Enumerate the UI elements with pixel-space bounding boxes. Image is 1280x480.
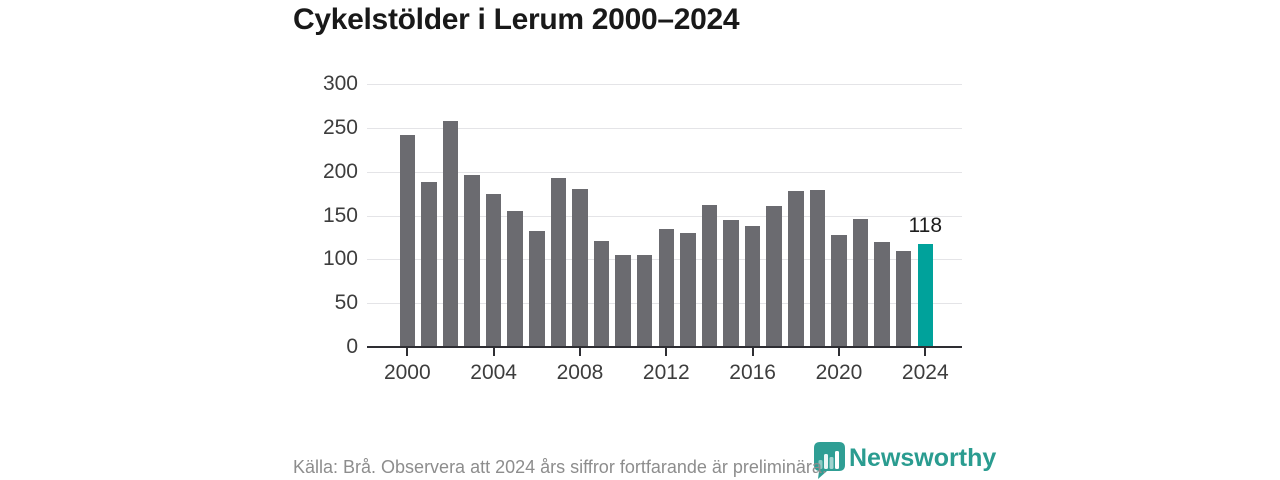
bar-2008 (572, 189, 588, 347)
bar-2021 (852, 219, 869, 347)
x-axis-line (367, 346, 962, 348)
x-axis-tick-2012 (665, 348, 668, 356)
gridline-y-250 (367, 127, 962, 129)
bar-2019 (809, 190, 826, 347)
bar-2004 (485, 193, 502, 347)
x-axis-tick-label: 2020 (815, 361, 863, 384)
y-axis-tick-label: 0 (346, 335, 358, 358)
bar-2011 (636, 254, 653, 347)
bar-2017 (766, 205, 782, 347)
bar-2002 (442, 120, 459, 347)
x-axis-tick-2016 (751, 348, 754, 356)
newsworthy-wordmark: Newsworthy (849, 444, 997, 472)
gridline-y-150 (367, 215, 962, 217)
bar-2024 (917, 243, 934, 347)
x-axis-tick-label: 2008 (556, 361, 604, 384)
bar-2000 (399, 134, 416, 347)
x-axis-tick-label: 2024 (901, 361, 949, 384)
gridline-y-200 (367, 171, 962, 173)
bar-2003 (464, 175, 480, 347)
bar-2023 (895, 251, 912, 347)
x-axis-tick-label: 2000 (383, 361, 431, 384)
bar-2014 (701, 204, 718, 347)
x-axis-tick-2024 (924, 348, 927, 356)
x-axis-tick-2008 (578, 348, 581, 356)
x-axis-tick-2020 (837, 348, 840, 356)
highlight-value-label: 118 (908, 213, 943, 237)
bar-2015 (723, 219, 739, 347)
bar-2022 (874, 241, 890, 347)
bar-2006 (529, 231, 545, 347)
y-axis-tick-label: 300 (322, 72, 358, 95)
bar-2001 (421, 182, 437, 347)
bar-2005 (507, 211, 523, 347)
x-axis-tick-2004 (492, 348, 495, 356)
y-axis-tick-label: 100 (322, 247, 358, 271)
x-axis-tick-2000 (406, 348, 409, 356)
gridline-y-300 (367, 84, 962, 85)
newsworthy-badge-bar-chart-icon (814, 442, 845, 479)
x-axis-tick-label: 2012 (642, 361, 690, 384)
y-axis-tick-label: 50 (334, 291, 358, 315)
y-axis-tick-label: 200 (322, 159, 358, 183)
bar-2018 (788, 190, 804, 347)
x-axis-tick-label: 2004 (470, 361, 517, 384)
y-axis-tick-label: 150 (322, 203, 358, 227)
y-axis-tick-label: 250 (322, 115, 358, 139)
source-note: Källa: Brå. Observera att 2024 års siffr… (293, 457, 827, 477)
bar-2010 (615, 254, 631, 347)
bar-2012 (658, 228, 675, 347)
x-axis-tick-label: 2016 (729, 361, 776, 384)
bar-2007 (550, 177, 567, 347)
bar-2009 (593, 240, 610, 347)
chart-title: Cykelstölder i Lerum 2000–2024 (293, 3, 740, 36)
bar-2013 (680, 233, 696, 347)
bar-2020 (831, 234, 847, 347)
bar-2016 (744, 226, 761, 347)
